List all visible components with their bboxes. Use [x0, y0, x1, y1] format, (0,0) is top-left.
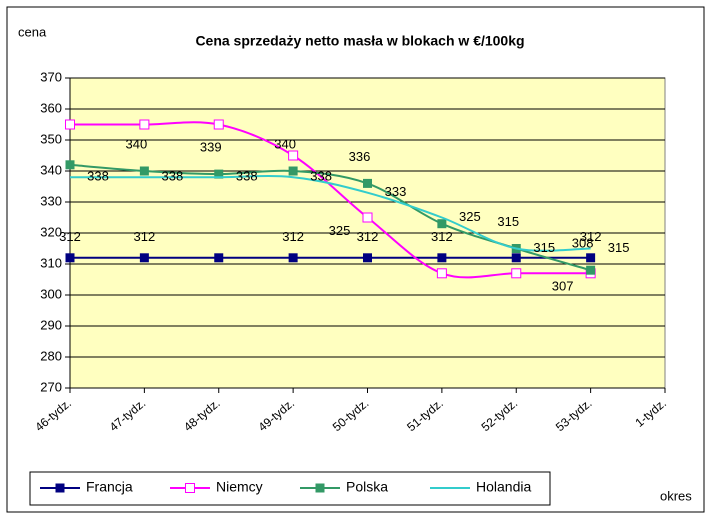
- marker: [288, 150, 299, 161]
- y-tick-label: 370: [40, 69, 62, 84]
- data-label: 339: [200, 140, 222, 155]
- series-line: [70, 121, 591, 279]
- data-label: 340: [274, 136, 296, 151]
- y-tick-label: 320: [40, 224, 62, 239]
- data-label: 338: [236, 169, 258, 184]
- data-label: 308: [572, 236, 594, 251]
- legend-label: Niemcy: [216, 479, 263, 495]
- legend-label: Holandia: [476, 479, 531, 495]
- data-label: 315: [608, 240, 630, 255]
- marker: [139, 253, 149, 263]
- marker: [214, 253, 224, 263]
- y-tick-label: 300: [40, 286, 62, 301]
- data-label: 312: [357, 229, 379, 244]
- marker: [288, 166, 298, 176]
- y-tick-label: 280: [40, 348, 62, 363]
- data-label: 312: [282, 229, 304, 244]
- marker: [139, 166, 149, 176]
- data-label: 338: [162, 169, 184, 184]
- y-tick-label: 360: [40, 100, 62, 115]
- data-label: 307: [552, 279, 574, 294]
- data-label: 333: [385, 184, 407, 199]
- data-label: 336: [349, 149, 371, 164]
- marker: [65, 253, 75, 263]
- y-tick-label: 330: [40, 193, 62, 208]
- data-label: 312: [134, 229, 156, 244]
- marker: [511, 253, 521, 263]
- data-label: 340: [126, 136, 148, 151]
- marker: [436, 268, 447, 279]
- marker: [586, 265, 596, 275]
- y-tick-label: 310: [40, 255, 62, 270]
- data-label: 312: [431, 229, 453, 244]
- data-label: 338: [310, 169, 332, 184]
- y-tick-label: 350: [40, 131, 62, 146]
- y-tick-label: 290: [40, 317, 62, 332]
- series-line: [70, 175, 591, 252]
- marker: [437, 219, 447, 229]
- y-tick-label: 340: [40, 162, 62, 177]
- data-label: 325: [329, 223, 351, 238]
- marker: [363, 178, 372, 188]
- marker: [185, 483, 195, 493]
- marker: [315, 483, 325, 493]
- legend-label: Polska: [346, 479, 388, 495]
- marker: [213, 119, 224, 130]
- marker: [511, 268, 522, 279]
- data-label: 338: [87, 169, 109, 184]
- data-label: 315: [497, 214, 519, 229]
- marker: [362, 212, 373, 223]
- y-tick-label: 270: [40, 379, 62, 394]
- marker: [437, 253, 447, 263]
- marker: [363, 253, 372, 263]
- data-label: 312: [59, 229, 81, 244]
- marker: [55, 483, 65, 493]
- y-axis-title: cena: [18, 24, 47, 39]
- legend-label: Francja: [86, 479, 133, 495]
- data-label: 315: [533, 240, 555, 255]
- marker: [65, 119, 75, 130]
- data-label: 312: [580, 229, 602, 244]
- marker: [65, 160, 75, 170]
- chart-title: Cena sprzedaży netto masła w blokach w €…: [195, 33, 524, 49]
- marker: [288, 253, 298, 263]
- marker: [586, 253, 596, 263]
- x-axis-title: okres: [660, 488, 692, 503]
- data-label: 325: [459, 209, 481, 224]
- marker: [139, 119, 150, 130]
